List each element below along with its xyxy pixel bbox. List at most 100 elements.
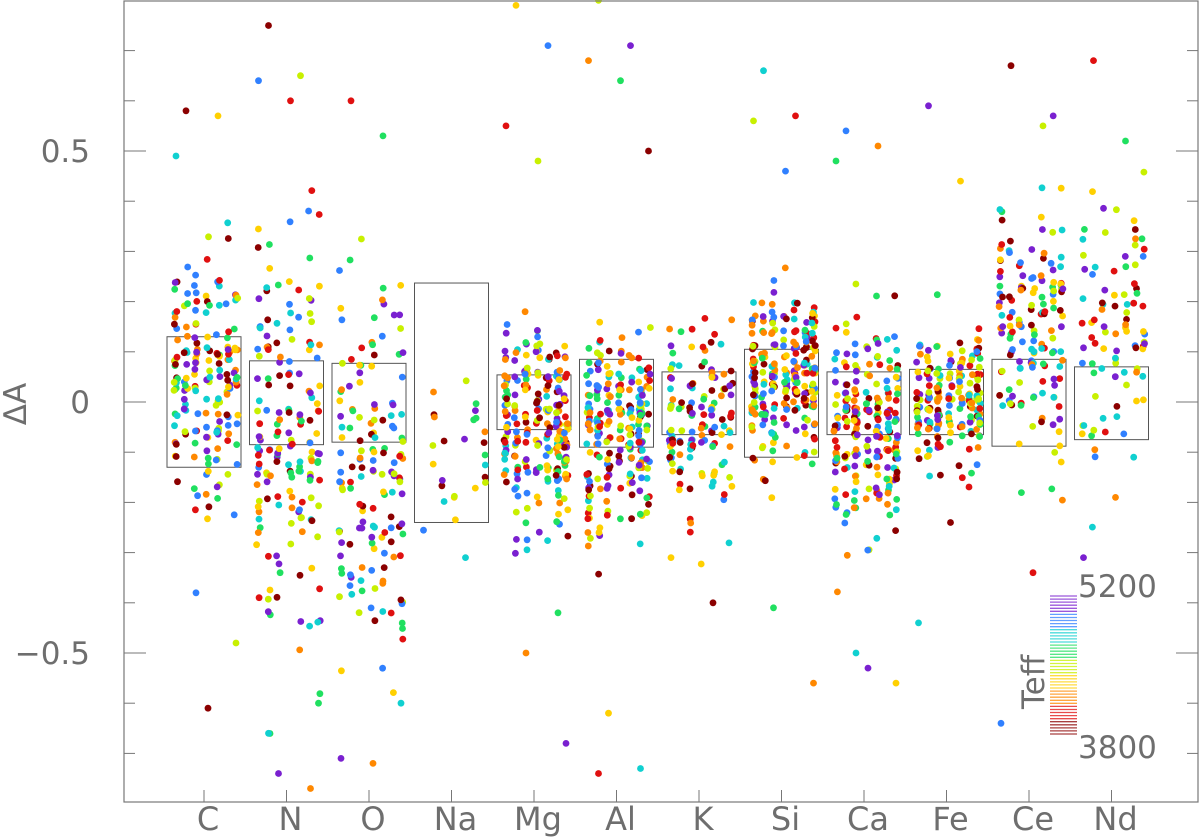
point-Al [628,479,636,486]
point-O [358,587,366,595]
point-Fe [924,425,932,433]
point-Al [603,407,611,414]
outlier-point-Ca [842,127,850,135]
point-N [276,569,284,577]
point-Ce [1059,356,1066,364]
point-Al [587,534,594,542]
point-Na [461,435,468,443]
point-Al [584,529,592,536]
outlier-point-Al [617,77,624,85]
point-Nd [1113,403,1121,410]
point-Ca [832,324,840,332]
outlier-point-Ca [874,142,882,150]
point-Ca [832,378,839,386]
point-Ce [1037,213,1045,221]
point-C [172,361,179,368]
point-N [288,336,296,343]
point-Fe [958,474,966,482]
category-label-Al: Al [605,800,636,838]
point-Mg [564,420,571,428]
point-Ca [844,395,851,402]
outlier-point-Ce [997,719,1005,727]
point-Si [749,342,757,350]
point-O [339,486,346,494]
point-Mg [554,487,562,494]
point-Si [811,435,818,443]
point-C [204,515,211,523]
point-Ca [831,355,839,363]
point-Ce [1019,272,1027,280]
point-Fe [974,370,981,378]
point-O [349,407,357,415]
point-Si [748,329,756,337]
point-Nd [1081,226,1088,233]
point-Si [794,364,801,371]
point-O [358,344,366,352]
point-C [224,471,232,478]
point-Mg [511,373,519,381]
point-Al [584,542,592,550]
point-Ce [1047,259,1055,267]
point-Nd [1140,396,1147,404]
point-Nd [1120,368,1128,376]
point-Mg [523,504,531,512]
point-N [286,382,294,390]
point-Ce [1041,308,1049,315]
point-Si [782,386,790,394]
point-Al [616,435,624,443]
point-Nd [1133,289,1141,297]
point-C [233,420,241,428]
point-Ce [1031,331,1038,339]
outlier-point-N [297,72,304,80]
point-K [668,460,676,467]
point-Nd [1131,226,1139,233]
point-O [387,538,395,546]
point-K [728,316,736,324]
point-Ce [1051,381,1058,389]
point-N [296,571,304,579]
point-Na [452,516,459,524]
point-Al [636,510,644,518]
point-N [255,508,263,516]
point-C [191,439,199,447]
point-Al [616,446,624,454]
point-Al [635,432,643,440]
point-N [255,352,263,360]
point-O [390,459,398,467]
point-Nd [1090,316,1098,324]
point-N [308,448,316,456]
point-Na [481,428,489,436]
point-O [336,397,344,405]
point-Al [595,359,602,367]
point-K [718,431,725,438]
point-Al [603,497,611,505]
point-O [380,488,387,496]
point-K [700,411,708,418]
point-Mg [555,402,563,409]
point-Mg [555,510,562,518]
point-C [206,373,214,381]
point-Ce [1009,346,1016,353]
point-C [203,256,211,263]
point-C [225,430,233,438]
point-Ce [1050,375,1058,383]
point-Ca [874,353,882,360]
point-Mg [556,499,564,507]
point-Ca [841,519,849,527]
point-Nd [1079,359,1086,367]
point-Al [635,354,643,362]
point-O [337,304,345,312]
point-O [358,235,365,243]
point-N [275,560,283,568]
point-Fe [933,291,941,299]
point-N [296,458,304,466]
point-Fe [933,370,941,377]
point-O [378,332,386,340]
point-Ca [873,380,880,388]
outlier-point-Mg [502,122,510,130]
point-N [288,473,296,481]
point-Mg [533,493,541,501]
point-Fe [913,389,921,396]
point-Ce [1007,237,1014,245]
point-Mg [563,475,570,483]
